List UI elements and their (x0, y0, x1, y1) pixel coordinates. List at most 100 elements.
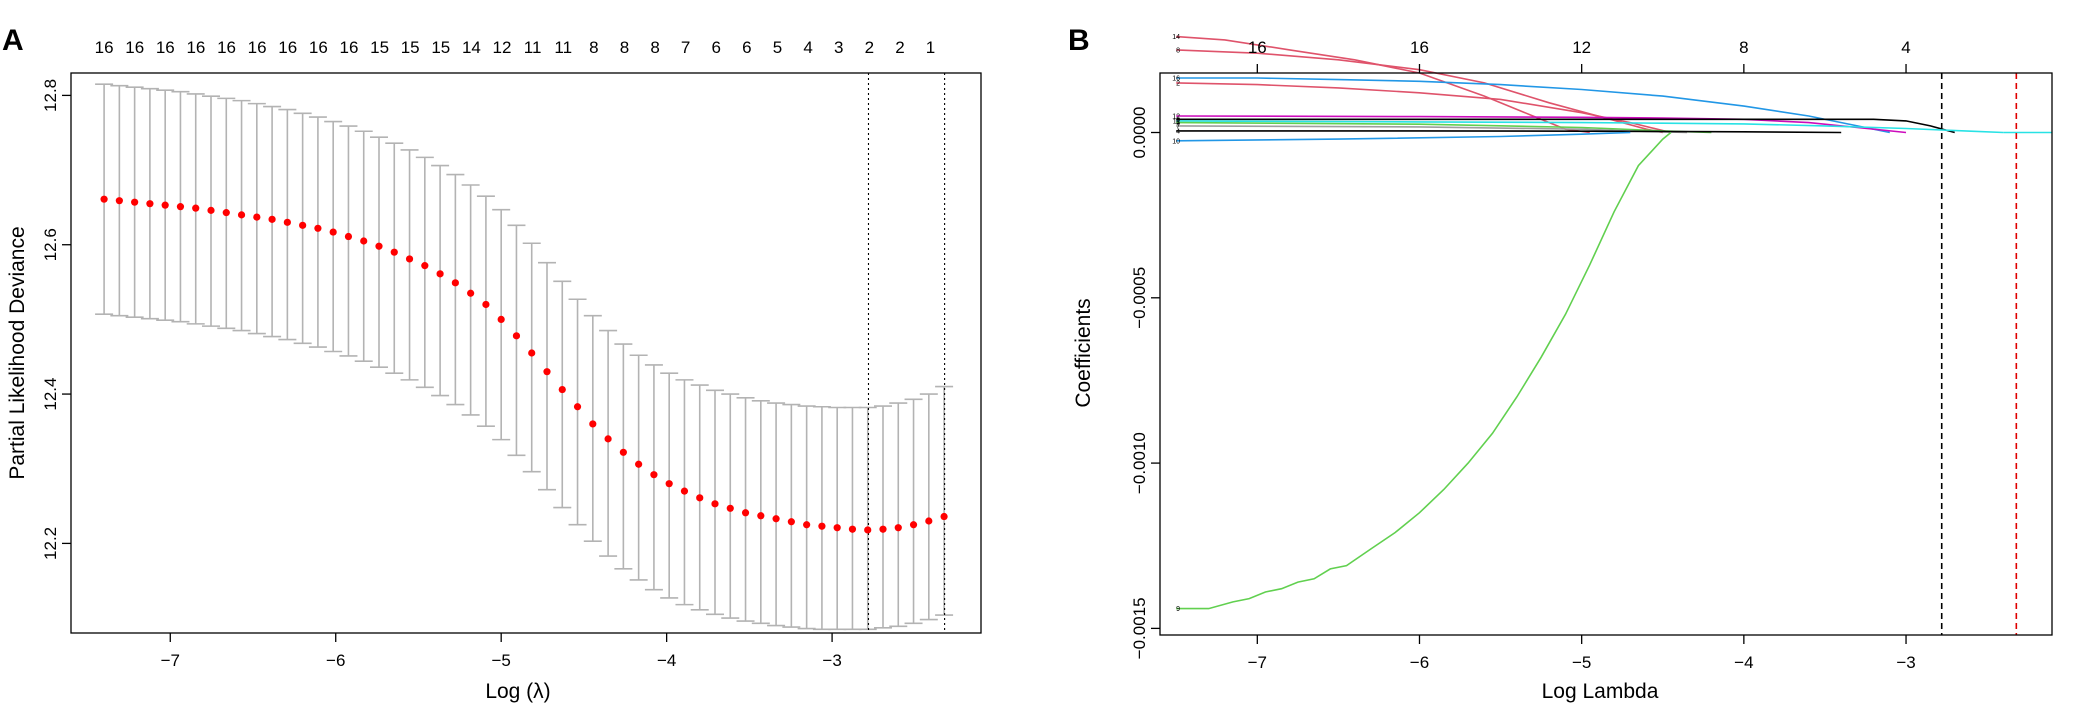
a-point-23 (451, 279, 459, 287)
a-points (100, 195, 948, 534)
a-plot-frame (70, 72, 982, 634)
a-top-label-11: 15 (431, 38, 450, 57)
b-y-tick-label-1: −0.0005 (1130, 267, 1149, 329)
a-top-label-24: 3 (834, 38, 843, 57)
a-point-50 (864, 526, 872, 534)
a-point-4 (161, 201, 169, 209)
a-top-label-6: 16 (278, 38, 297, 57)
b-top-label-3: 8 (1739, 38, 1748, 57)
b-x-tick-label-1: −6 (1410, 653, 1429, 672)
a-point-8 (222, 209, 230, 217)
a-point-12 (283, 218, 291, 226)
a-top-label-13: 12 (493, 38, 512, 57)
b-x-tick-label-2: −5 (1572, 653, 1591, 672)
a-top-label-8: 16 (340, 38, 359, 57)
a-top-label-21: 6 (742, 38, 751, 57)
a-point-53 (909, 521, 918, 529)
b-y-axis-title: Coefficients (1072, 298, 1095, 407)
a-point-35 (635, 460, 643, 468)
a-point-51 (879, 525, 887, 533)
a-point-27 (512, 332, 521, 340)
a-point-55 (940, 512, 948, 521)
a-point-0 (100, 195, 108, 203)
a-point-2 (131, 198, 139, 206)
a-top-label-12: 14 (462, 38, 481, 57)
a-top-label-14: 11 (524, 38, 542, 57)
a-x-tick-label-3: −4 (657, 651, 676, 670)
a-y-tick-label-1: 12.4 (41, 378, 60, 411)
a-top-axis: 16 16 16 16 16 16 16 16 16 15 15 15 14 12 11 11 8 8 8 7 6 6 5 4… (95, 38, 936, 57)
a-point-15 (329, 228, 337, 236)
a-top-label-9: 15 (370, 38, 389, 57)
panel-a: A −7 −6 −5 −4 −3 12.212.412.612.8 16 16 16 16 16… (2, 24, 982, 703)
b-series-label-10: 10 (1172, 138, 1180, 145)
a-top-label-18: 8 (650, 38, 659, 57)
b-series-label-7: 7 (1176, 123, 1180, 130)
a-point-5 (176, 203, 185, 211)
a-point-36 (650, 471, 658, 479)
a-top-label-5: 16 (248, 38, 267, 57)
b-coefficient-lines (1176, 35, 2052, 610)
a-point-43 (757, 512, 765, 520)
a-point-39 (696, 494, 704, 502)
a-vlines (867, 73, 946, 633)
b-series-line-2 (1176, 82, 1672, 134)
a-point-33 (604, 435, 612, 443)
b-x-tick-label-3: −4 (1734, 653, 1753, 672)
a-y-axis: 12.2 12.4 12.6 12.8 (41, 79, 71, 560)
panel-a-label: A (2, 24, 24, 57)
b-x-tick-label-0: −7 (1248, 653, 1267, 672)
a-point-38 (680, 487, 689, 495)
a-point-34 (619, 448, 627, 456)
b-series-label-2: 2 (1176, 80, 1180, 87)
a-top-label-15: 11 (554, 38, 572, 57)
a-point-19 (390, 248, 398, 256)
a-point-26 (497, 315, 505, 323)
a-point-11 (268, 215, 276, 223)
a-x-tick-label-1: −6 (326, 651, 345, 670)
b-plot-frame (1159, 72, 2053, 636)
b-series-label-14: 14 (1172, 34, 1180, 41)
b-top-axis: 16 16 12 8 4 (1248, 38, 1911, 73)
a-point-22 (436, 270, 444, 278)
a-x-tick-label-4: −3 (822, 651, 841, 670)
a-top-label-26: 2 (895, 38, 904, 57)
a-y-tick-label-3: 12.8 (41, 79, 60, 112)
b-y-tick-label-3: −0.0015 (1130, 597, 1149, 659)
a-point-6 (192, 204, 200, 212)
a-point-52 (894, 524, 902, 532)
b-top-label-4: 4 (1901, 38, 1910, 57)
a-point-46 (803, 521, 811, 529)
b-series-label-9: 9 (1176, 606, 1180, 613)
b-series-label-12: 12 (1172, 113, 1180, 120)
a-point-30 (558, 385, 566, 394)
a-point-1 (115, 197, 123, 205)
b-series-label-16: 16 (1172, 75, 1180, 82)
a-y-tick-label-2: 12.6 (41, 228, 60, 261)
a-top-label-3: 16 (186, 38, 205, 57)
b-x-axis-title: Log Lambda (1542, 680, 1659, 703)
a-point-54 (925, 517, 933, 525)
a-point-20 (405, 255, 414, 263)
b-x-tick-label-4: −3 (1896, 653, 1915, 672)
a-point-41 (726, 504, 734, 512)
a-x-tick-label-0: −7 (161, 651, 180, 670)
a-top-label-22: 5 (773, 38, 782, 57)
a-point-47 (818, 522, 826, 530)
b-series-line-11 (1176, 120, 2004, 134)
a-point-10 (253, 213, 261, 221)
b-series-label-4: 4 (1176, 128, 1180, 135)
a-point-14 (314, 224, 322, 232)
a-top-label-20: 6 (712, 38, 721, 57)
a-point-29 (543, 368, 551, 376)
a-point-3 (146, 200, 154, 208)
b-series-label-5: 5 (1176, 120, 1180, 127)
a-top-label-10: 15 (401, 38, 420, 57)
a-top-label-23: 4 (803, 38, 812, 57)
a-point-42 (741, 509, 750, 517)
a-point-16 (344, 232, 353, 241)
b-series-line-4 (1176, 130, 1842, 134)
b-y-tick-label-2: −0.0010 (1130, 432, 1149, 494)
a-point-17 (360, 237, 368, 245)
